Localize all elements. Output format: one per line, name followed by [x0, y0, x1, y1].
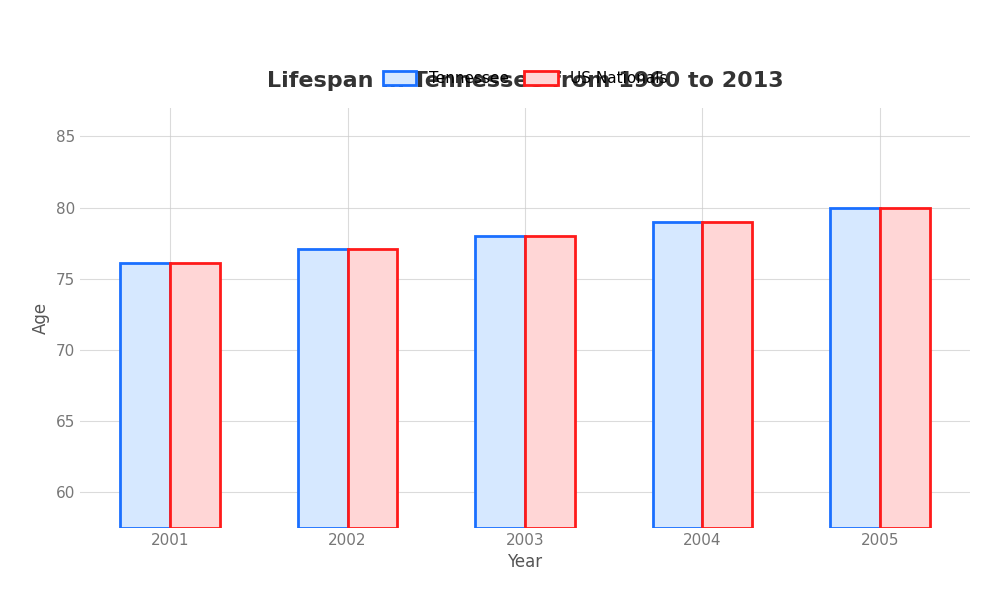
Y-axis label: Age: Age [32, 302, 50, 334]
X-axis label: Year: Year [507, 553, 543, 571]
Bar [120, 263, 170, 528]
Title: Lifespan in Tennessee from 1960 to 2013: Lifespan in Tennessee from 1960 to 2013 [267, 71, 783, 91]
Bar [653, 222, 702, 528]
Bar [475, 236, 525, 528]
Bar [525, 236, 575, 528]
Bar [298, 249, 348, 528]
Bar [830, 208, 880, 528]
Legend: Tennessee, US Nationals: Tennessee, US Nationals [377, 65, 673, 92]
Bar [170, 263, 220, 528]
Bar [880, 208, 930, 528]
Bar [348, 249, 397, 528]
Bar [702, 222, 752, 528]
